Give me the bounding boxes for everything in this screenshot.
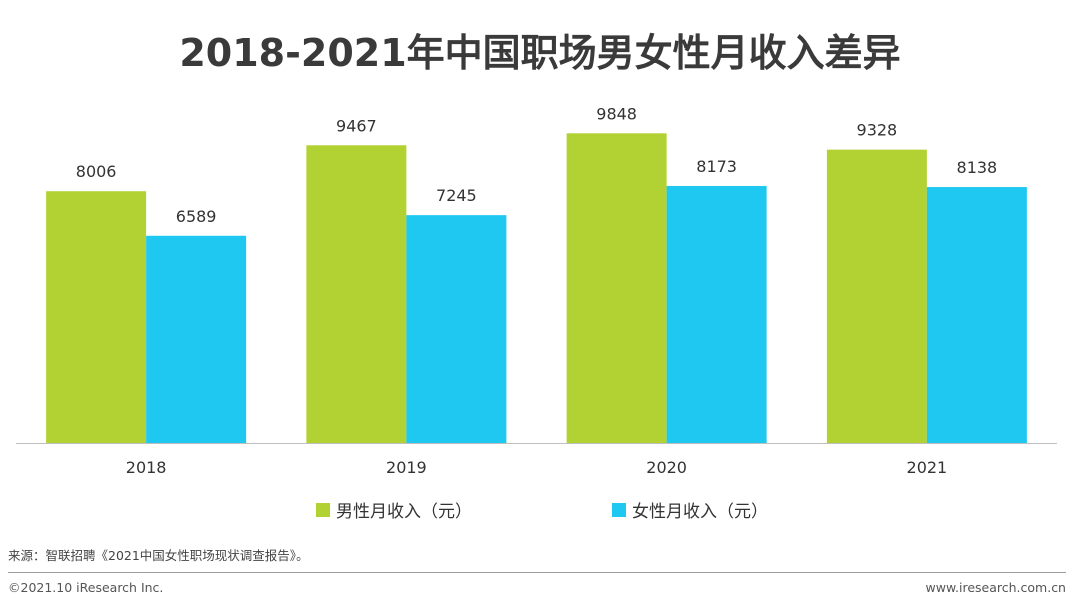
bar-female-2018 bbox=[146, 235, 247, 443]
legend-item-female: 女性月收入（元） bbox=[612, 497, 768, 522]
legend-item-male: 男性月收入（元） bbox=[316, 497, 472, 522]
x-tick-label-2021: 2021 bbox=[907, 458, 948, 477]
x-tick-label-2019: 2019 bbox=[386, 458, 427, 477]
website-link[interactable]: www.iresearch.com.cn bbox=[925, 580, 1067, 595]
source-note: 来源：智联招聘《2021中国女性职场现状调查报告》。 bbox=[8, 548, 309, 563]
chart-title: 2018-2021年中国职场男女性月收入差异 bbox=[179, 31, 901, 75]
data-label-female-2019: 7245 bbox=[436, 186, 477, 205]
bar-male-2020 bbox=[566, 133, 667, 443]
data-label-male-2020: 9848 bbox=[596, 104, 637, 123]
data-label-male-2021: 9328 bbox=[857, 121, 898, 140]
footer-divider bbox=[8, 572, 1066, 573]
data-label-female-2021: 8138 bbox=[957, 158, 998, 177]
bar-female-2021 bbox=[926, 187, 1027, 443]
legend-swatch-male bbox=[316, 502, 330, 517]
bar-male-2021 bbox=[826, 149, 927, 443]
legend: 男性月收入（元） 女性月收入（元） bbox=[0, 497, 1080, 522]
data-label-female-2020: 8173 bbox=[696, 157, 737, 176]
data-label-male-2018: 8006 bbox=[76, 162, 117, 181]
x-tick-label-2020: 2020 bbox=[646, 458, 687, 477]
data-label-male-2019: 9467 bbox=[336, 116, 377, 135]
bar-male-2019 bbox=[306, 145, 407, 444]
bar-male-2018 bbox=[46, 191, 147, 443]
data-label-female-2018: 6589 bbox=[176, 207, 217, 226]
bar-female-2020 bbox=[666, 185, 767, 443]
copyright-text: ©2021.10 iResearch Inc. bbox=[8, 580, 164, 595]
legend-swatch-female bbox=[612, 502, 626, 517]
legend-label-male: 男性月收入（元） bbox=[336, 502, 472, 522]
x-tick-label-2018: 2018 bbox=[126, 458, 167, 477]
bar-chart: 8006 6589 2018 9467 7245 2019 9848 8173 2020 9328… bbox=[16, 104, 1057, 477]
bar-female-2019 bbox=[406, 215, 507, 443]
legend-label-female: 女性月收入（元） bbox=[632, 502, 768, 522]
